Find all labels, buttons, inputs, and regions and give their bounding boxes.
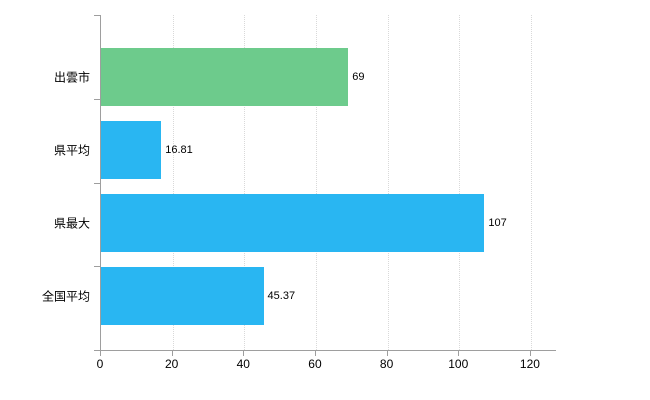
y-axis-tick xyxy=(94,266,100,268)
gridline xyxy=(387,15,389,350)
x-axis-tick xyxy=(171,351,173,356)
gridline xyxy=(172,15,174,350)
bar-value-label: 107 xyxy=(488,216,507,229)
category-label: 全国平均 xyxy=(41,289,90,303)
x-axis-tick-label: 0 xyxy=(96,357,104,371)
y-axis-tick xyxy=(94,15,100,16)
bar-value-label: 45.37 xyxy=(267,289,296,302)
y-axis-tick xyxy=(94,350,100,351)
category-label: 県平均 xyxy=(53,143,90,157)
x-axis-tick-label: 20 xyxy=(164,357,179,371)
x-axis-tick xyxy=(243,351,245,356)
gridline xyxy=(244,15,246,350)
gridline xyxy=(530,15,532,350)
x-axis-tick xyxy=(100,351,101,356)
gridline xyxy=(315,15,317,350)
x-axis-tick xyxy=(529,351,531,356)
x-axis-tick-label: 80 xyxy=(379,357,394,371)
bar-出雲市 xyxy=(101,47,349,106)
bar-県平均 xyxy=(101,120,162,179)
x-axis-tick xyxy=(458,351,460,356)
x-axis-tick-label: 60 xyxy=(308,357,322,371)
category-label: 出雲市 xyxy=(53,70,90,84)
x-axis-tick xyxy=(386,351,388,356)
x-axis-tick xyxy=(314,351,316,356)
bar-全国平均 xyxy=(101,266,264,325)
y-axis-tick xyxy=(94,182,100,184)
plot-area: 69 16.81 107 45.37 xyxy=(100,15,556,351)
x-axis-tick-label: 100 xyxy=(448,357,469,371)
bar-value-label: 16.81 xyxy=(165,143,193,156)
category-label: 県最大 xyxy=(53,216,90,230)
bar-value-label: 69 xyxy=(352,70,365,83)
y-axis-tick xyxy=(94,98,100,100)
x-axis-tick-label: 120 xyxy=(519,357,540,371)
bar-県最大 xyxy=(101,193,485,252)
gridline xyxy=(459,15,461,350)
x-axis-tick-label: 40 xyxy=(236,357,250,371)
